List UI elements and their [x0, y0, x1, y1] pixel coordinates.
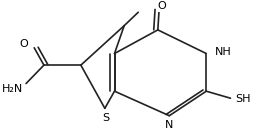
Text: NH: NH: [215, 47, 232, 57]
Text: N: N: [165, 120, 174, 130]
Text: H₂N: H₂N: [2, 84, 23, 94]
Text: S: S: [103, 113, 110, 123]
Text: O: O: [158, 1, 166, 11]
Text: SH: SH: [235, 95, 250, 104]
Text: O: O: [19, 39, 28, 49]
